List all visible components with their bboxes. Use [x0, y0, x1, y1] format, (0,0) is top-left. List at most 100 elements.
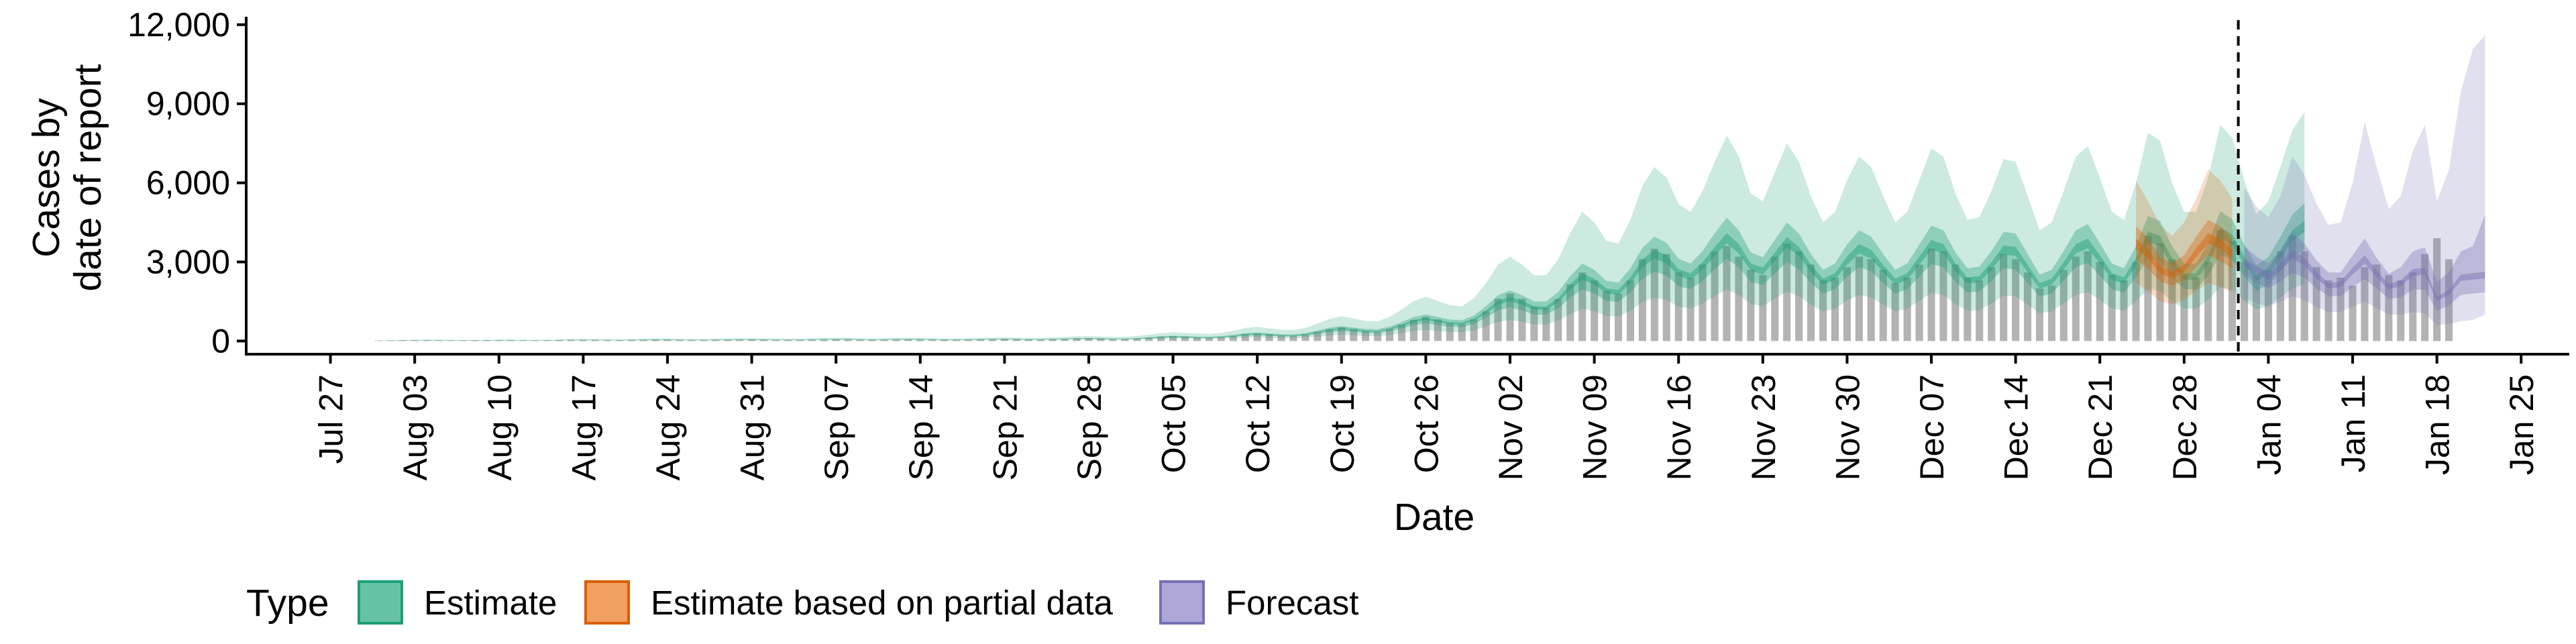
x-tick-label: Dec 07 [1913, 374, 1951, 480]
x-tick-label: Sep 28 [1071, 374, 1108, 480]
case-bar [1650, 248, 1658, 341]
case-bar [1554, 299, 1562, 341]
case-bar [2337, 278, 2345, 341]
case-bar [1699, 264, 1707, 341]
case-bar [808, 339, 816, 341]
case-bar [1277, 335, 1285, 341]
case-bar [941, 339, 949, 341]
x-tick-label: Aug 03 [396, 374, 434, 480]
case-bar [2264, 270, 2272, 341]
case-bar [1939, 251, 1947, 341]
case-bar [1085, 338, 1093, 341]
y-tick-label: 9,000 [146, 85, 230, 123]
y-tick-label: 0 [211, 322, 230, 360]
case-bar [2241, 262, 2249, 341]
case-bar [1301, 334, 1309, 341]
case-bar [832, 339, 840, 341]
case-bar [2156, 244, 2164, 341]
case-bar [1807, 264, 1815, 341]
case-bar [760, 339, 768, 341]
x-tick-label: Oct 05 [1155, 374, 1193, 473]
case-bar [856, 339, 864, 341]
case-bar [1121, 339, 1129, 341]
case-bar [1530, 307, 1538, 341]
y-tick-label: 3,000 [146, 243, 230, 280]
x-tick-label: Nov 16 [1660, 374, 1698, 480]
case-bar [639, 339, 647, 341]
case-bar [820, 339, 828, 341]
case-bar [1036, 339, 1044, 341]
case-bar [1169, 335, 1177, 341]
case-bar [663, 339, 672, 341]
case-bar [567, 339, 575, 341]
case-bar [435, 340, 443, 341]
case-bar [603, 340, 611, 341]
x-tick-label: Aug 10 [481, 374, 519, 480]
x-tick-label: Jan 11 [2334, 374, 2372, 472]
case-bar [1976, 280, 1984, 341]
case-bar [1614, 293, 1622, 341]
case-bar [2421, 254, 2429, 341]
case-bar [1109, 339, 1117, 341]
case-bar [495, 340, 503, 341]
y-axis-title: Cases bydate of report [25, 64, 109, 291]
case-bar [1831, 278, 1839, 341]
case-bar [1434, 319, 1442, 341]
case-bar [627, 339, 635, 341]
case-bar [688, 339, 696, 341]
x-tick-label: Dec 21 [2082, 374, 2119, 480]
case-bar [1988, 267, 1996, 341]
case-bar [2349, 285, 2357, 341]
ribbon-50 [2244, 214, 2485, 311]
case-bar [507, 340, 515, 341]
case-bar [1205, 337, 1213, 341]
case-bar [712, 339, 720, 341]
case-bar [1265, 334, 1273, 341]
legend-title: Type [246, 582, 329, 625]
case-bar [1915, 264, 1923, 341]
case-bar [2252, 275, 2260, 341]
case-bar [1711, 251, 1719, 341]
case-bar [2035, 288, 2043, 341]
case-bar [1421, 317, 1430, 341]
case-bar [531, 340, 539, 341]
case-bar [1338, 327, 1346, 341]
case-bar [1795, 251, 1803, 341]
case-bar [1542, 308, 1550, 341]
case-bar [1326, 329, 1334, 341]
case-bar [651, 339, 659, 341]
legend-key [584, 580, 630, 625]
x-tick-label: Sep 21 [986, 374, 1024, 480]
case-bar [1927, 248, 1935, 341]
case-bar [748, 339, 756, 341]
x-tick-label: Dec 28 [2166, 374, 2204, 480]
case-bar [2072, 256, 2080, 341]
x-tick-label: Oct 12 [1239, 374, 1277, 473]
case-bar [2409, 272, 2417, 341]
case-bar [771, 339, 780, 341]
case-bar [1458, 324, 1466, 341]
case-bar [398, 340, 407, 341]
case-bar [1398, 325, 1406, 341]
case-bar [1386, 329, 1394, 341]
x-tick-label: Jan 04 [2250, 374, 2288, 475]
case-bar [459, 340, 467, 341]
case-bar [2168, 259, 2176, 341]
case-bar [2216, 230, 2224, 341]
case-bar [1518, 299, 1526, 341]
case-bar [1446, 323, 1454, 341]
x-tick-label: Nov 09 [1576, 374, 1614, 480]
case-bar [953, 339, 961, 341]
case-bar [2324, 280, 2332, 341]
case-bar [1362, 331, 1370, 341]
case-bar [1000, 339, 1008, 341]
case-bar [2120, 280, 2128, 341]
case-bar [1603, 290, 1611, 341]
legend-label: Estimate [424, 584, 557, 622]
case-bar [2204, 262, 2212, 341]
case-bar [1253, 333, 1261, 341]
case-bar [1879, 270, 1887, 341]
case-bar [2312, 267, 2320, 341]
case-bar [676, 339, 684, 341]
case-bar [1771, 256, 1779, 341]
